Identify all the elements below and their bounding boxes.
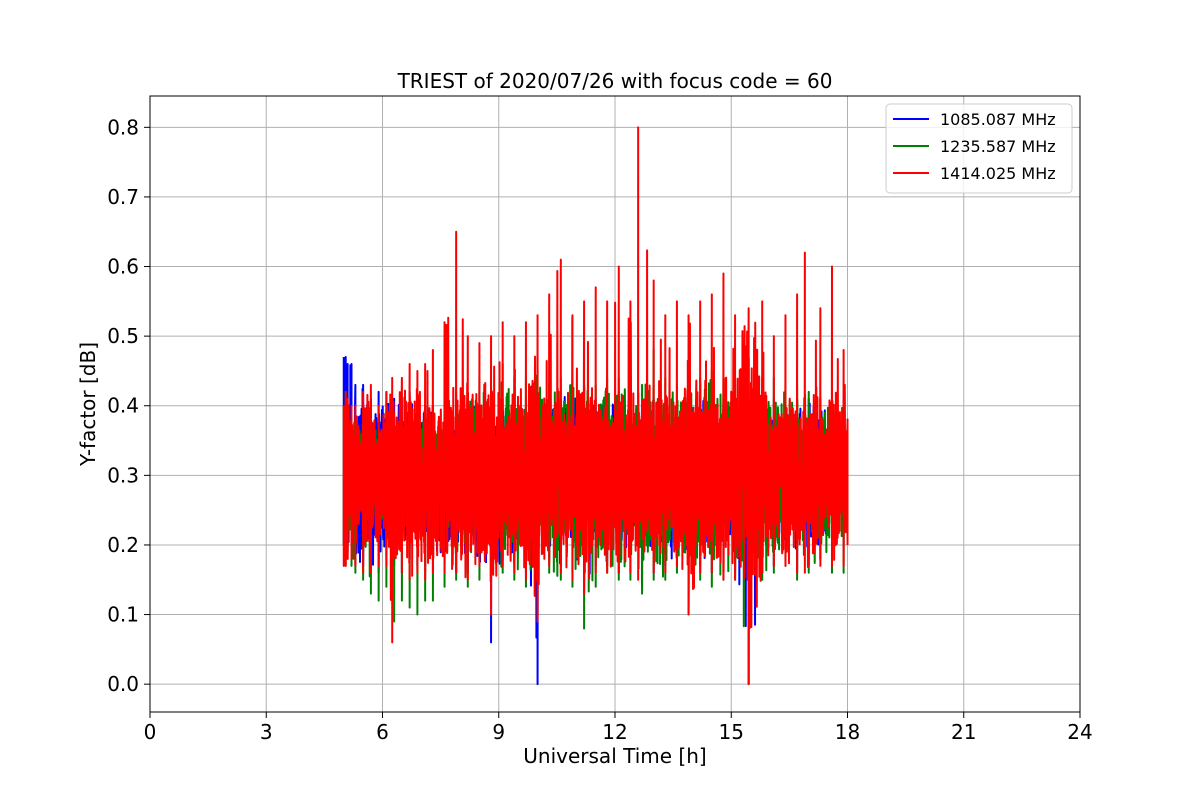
x-tick-label-6: 18 <box>835 720 860 744</box>
y-tick-label-8: 0.8 <box>107 115 139 139</box>
series-layer <box>342 126 849 686</box>
legend-label-1: 1235.587 MHz <box>940 137 1056 156</box>
y-tick-label-0: 0.0 <box>107 672 139 696</box>
ticks-layer: 0 3 6 9 12 15 18 21 24 0.0 0.1 0.2 0.3 0.4 0.5 0.6 0.7 0.… <box>107 115 1093 744</box>
y-tick-label-6: 0.6 <box>107 255 139 279</box>
legend-label-0: 1085.087 MHz <box>940 110 1056 129</box>
series-line-2 <box>342 126 849 686</box>
chart-title: TRIEST of 2020/07/26 with focus code = 6… <box>397 69 833 93</box>
x-tick-label-3: 9 <box>492 720 505 744</box>
y-tick-label-2: 0.2 <box>107 533 139 557</box>
x-tick-label-5: 15 <box>719 720 744 744</box>
x-tick-label-4: 12 <box>602 720 627 744</box>
x-tick-label-8: 24 <box>1067 720 1092 744</box>
y-tick-label-7: 0.7 <box>107 185 139 209</box>
x-tick-label-0: 0 <box>144 720 157 744</box>
legend-label-2: 1414.025 MHz <box>940 164 1056 183</box>
x-tick-label-2: 6 <box>376 720 389 744</box>
y-tick-label-5: 0.5 <box>107 324 139 348</box>
y-axis-label: Y-factor [dB] <box>76 342 100 467</box>
legend: 1085.087 MHz 1235.587 MHz 1414.025 MHz <box>885 103 1073 194</box>
y-tick-label-4: 0.4 <box>107 394 139 418</box>
x-axis-label: Universal Time [h] <box>523 744 706 768</box>
x-tick-label-7: 21 <box>951 720 976 744</box>
x-tick-label-1: 3 <box>260 720 273 744</box>
y-tick-label-1: 0.1 <box>107 603 139 627</box>
y-tick-label-3: 0.3 <box>107 463 139 487</box>
legend-box <box>885 103 1073 194</box>
